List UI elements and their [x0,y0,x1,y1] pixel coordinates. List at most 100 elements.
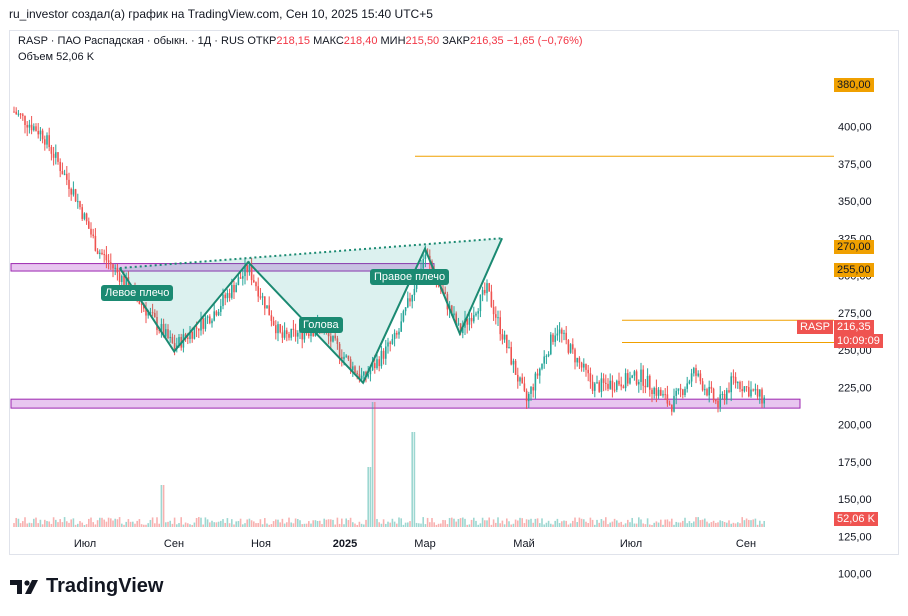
legend-close-label: ЗАКР [442,35,470,47]
candle-body [66,173,68,180]
volume-legend: Объем 52,06 K [18,51,94,63]
volume-bar [503,524,506,527]
volume-bar [690,523,693,527]
volume-bar [675,521,677,527]
volume-bar [545,522,548,527]
candle-body [242,276,244,279]
candle-body [270,315,273,321]
candle-body [609,380,611,389]
candle-body [272,320,275,326]
candle-body [255,282,257,287]
volume-bar [44,519,46,527]
volume-bar [154,523,156,527]
tradingview-logo[interactable]: TradingView [10,575,163,598]
candle-body [213,311,215,321]
candle-body [79,201,81,208]
label-right-shoulder[interactable]: Правое плечо [370,269,450,285]
volume-bar [642,523,644,527]
volume-bar [277,519,279,527]
volume-bar [79,521,81,527]
volume-bar [629,522,631,527]
candle-body [620,384,622,387]
candle-body [327,331,330,337]
volume-bar [341,518,343,527]
candle-body [193,327,196,339]
label-left-shoulder[interactable]: Левое плечо [101,285,174,301]
candle-body [250,265,253,281]
volume-bar [237,521,240,527]
candle-body [618,380,620,385]
candle-body [332,335,334,342]
candle-body [110,262,112,265]
volume-bar [336,517,339,527]
label-head[interactable]: Голова [299,317,343,333]
candle-body [457,323,460,325]
volume-bar [398,517,400,527]
candle-body [22,114,24,116]
candle-body [459,323,462,334]
candle-body [15,111,17,115]
volume-bar [279,522,281,527]
countdown-tag: 10:09:09 [834,334,883,348]
candle-body [145,308,147,316]
candle-body [259,296,262,298]
chart-pane[interactable] [9,30,899,555]
candle-body [248,265,251,273]
volume-bar [393,521,396,527]
candle-body [668,403,671,405]
volume-bar [255,523,257,527]
volume-bar [290,522,292,527]
volume-bar [198,517,200,527]
volume-bar [558,523,561,527]
candle-body [257,286,259,297]
candle-body [178,337,180,346]
candle-body [220,306,222,312]
volume-bar [662,524,664,527]
volume-bar [248,518,251,527]
candle-body [532,387,534,391]
volume-bar [363,524,365,527]
volume-bar [448,517,451,527]
candle-body [74,189,77,202]
volume-bar [624,523,627,527]
candle-body [204,317,207,329]
candle-body [347,355,350,360]
candle-body [286,330,288,335]
volume-bar [534,518,537,527]
volume-bar [697,517,699,527]
candle-body [719,394,721,408]
candle-body [743,386,746,392]
volume-bar [178,523,180,527]
candle-body [70,188,72,195]
volume-bar [26,523,28,527]
volume-bar [378,522,380,527]
candle-body [407,298,409,308]
candle-body [281,332,284,338]
candle-body [226,293,229,299]
candle-body [312,332,314,337]
candle-body [349,359,352,371]
volume-bar [112,520,114,527]
volume-bar [763,520,765,527]
candle-body [268,305,270,316]
volume-bar [246,519,248,527]
volume-bar [211,520,213,527]
candle-body [303,332,306,340]
neckline [119,237,503,270]
legend-open-label: ОТКР [247,35,277,47]
volume-bar [28,522,31,527]
volume-bar [484,520,486,527]
candle-body [308,333,310,337]
volume-bar [609,522,611,527]
candle-body [343,356,345,360]
candle-body [629,377,631,384]
candle-body [239,277,242,279]
volume-bar [528,519,530,527]
candle-body [486,283,488,294]
volume-bar [728,520,730,527]
candle-body [24,115,26,125]
candle-body [83,213,86,219]
candle-body [701,381,704,391]
candle-body [231,284,233,298]
